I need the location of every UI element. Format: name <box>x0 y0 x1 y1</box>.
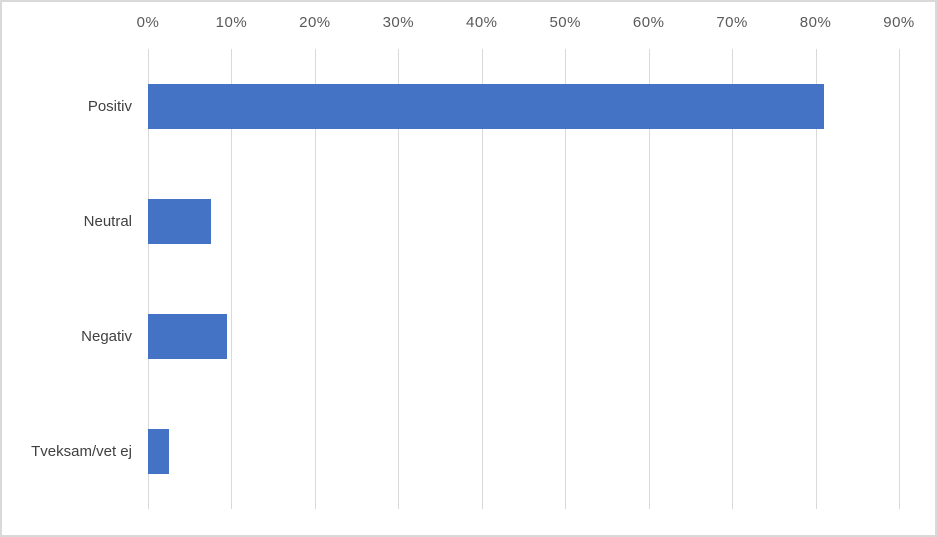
x-tick-label: 0% <box>136 14 160 31</box>
x-tick-label: 80% <box>799 14 832 31</box>
bar-negativ <box>148 314 228 359</box>
gridline-60 <box>648 49 650 509</box>
gridline-20 <box>314 49 316 509</box>
x-tick-label: 50% <box>549 14 581 31</box>
bar-neutral <box>148 199 211 244</box>
x-tick-label: 60% <box>632 14 665 31</box>
gridline-90 <box>899 49 900 509</box>
gridline-50 <box>565 49 567 509</box>
x-tick-label: 70% <box>716 14 748 31</box>
gridline-10 <box>231 49 233 509</box>
gridline-70 <box>732 49 734 509</box>
category-label: Neutral <box>83 212 132 230</box>
bar-tveksam-vet-ej <box>148 429 169 474</box>
gridline-40 <box>481 49 483 509</box>
x-tick-label: 10% <box>215 14 248 31</box>
category-label: Negativ <box>81 327 132 345</box>
gridline-80 <box>815 49 817 509</box>
gridline-0 <box>148 49 149 509</box>
x-tick-label: 30% <box>382 14 415 31</box>
x-tick-label: 20% <box>299 14 331 31</box>
plot-area <box>148 49 900 509</box>
category-label: Tveksam/vet ej <box>31 442 132 460</box>
gridline-30 <box>398 49 400 509</box>
category-label: Positiv <box>87 97 132 115</box>
x-tick-label: 90% <box>883 14 915 31</box>
x-tick-label: 40% <box>466 14 498 31</box>
bar-positiv <box>148 84 824 129</box>
